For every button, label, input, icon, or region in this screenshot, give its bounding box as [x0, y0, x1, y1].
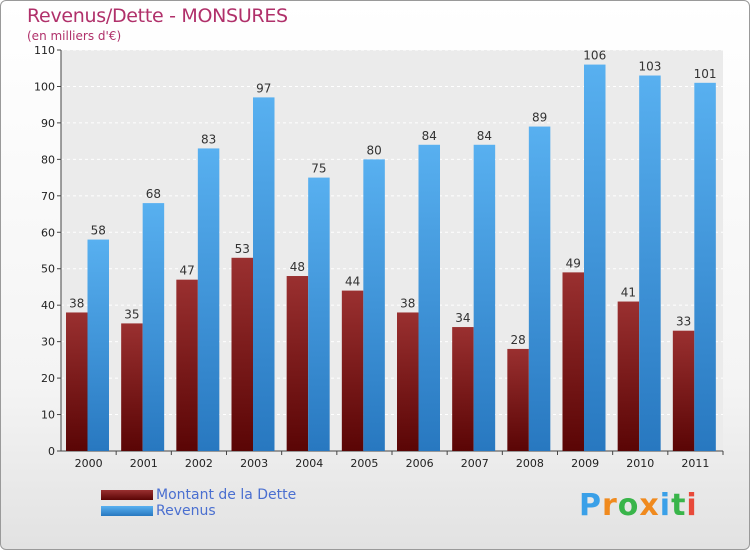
bar-revenus — [584, 64, 606, 451]
bar-revenus — [87, 239, 109, 451]
bar-dette — [231, 257, 253, 451]
data-label: 84 — [422, 129, 437, 143]
y-tick-label: 0 — [48, 445, 55, 458]
data-label: 47 — [179, 264, 194, 278]
y-tick-label: 90 — [41, 117, 55, 130]
y-tick-label: 40 — [41, 299, 55, 312]
bar-dette — [452, 327, 474, 451]
logo-letter: i — [659, 488, 672, 523]
bar-dette — [617, 301, 640, 451]
bar-revenus — [308, 177, 330, 451]
bar-revenus — [694, 82, 716, 452]
x-tick-label: 2003 — [240, 457, 268, 470]
bar-revenus — [418, 144, 440, 452]
y-tick-label: 80 — [41, 153, 55, 166]
data-label: 34 — [455, 311, 470, 325]
y-tick-label: 100 — [34, 80, 55, 93]
logo-letter: r — [602, 488, 618, 523]
data-label: 38 — [400, 296, 415, 310]
data-label: 48 — [290, 260, 305, 274]
chart-subtitle: (en milliers d'€) — [27, 29, 122, 43]
data-label: 49 — [566, 256, 581, 270]
data-label: 33 — [676, 315, 691, 329]
bar-dette — [507, 348, 529, 451]
x-tick-label: 2002 — [185, 457, 213, 470]
y-tick-label: 50 — [41, 263, 55, 276]
y-tick-label: 110 — [34, 44, 55, 57]
y-tick-label: 30 — [41, 336, 55, 349]
y-tick-label: 70 — [41, 190, 55, 203]
plot-area — [61, 50, 723, 451]
logo-letter: x — [639, 488, 660, 523]
data-label: 44 — [345, 275, 360, 289]
legend-label-dette: Montant de la Dette — [156, 487, 297, 503]
x-tick-label: 2009 — [571, 457, 599, 470]
data-label: 41 — [621, 286, 636, 300]
x-tick-label: 2006 — [406, 457, 434, 470]
bar-revenus — [142, 203, 165, 451]
data-label: 28 — [510, 333, 525, 347]
legend-swatch-dette — [101, 490, 153, 500]
bar-dette — [341, 290, 364, 451]
x-tick-label: 2001 — [130, 457, 158, 470]
bar-revenus — [639, 75, 661, 451]
data-label: 84 — [477, 129, 492, 143]
data-label: 106 — [583, 49, 606, 63]
bar-revenus — [253, 97, 275, 452]
bar-dette — [562, 272, 584, 451]
logo-letter: i — [686, 488, 698, 523]
bar-revenus — [197, 148, 220, 451]
data-label: 101 — [694, 67, 717, 81]
data-label: 68 — [146, 187, 161, 201]
legend-swatch-revenus — [101, 506, 153, 516]
y-tick-label: 20 — [41, 372, 55, 385]
x-tick-label: 2007 — [461, 457, 489, 470]
data-label: 75 — [311, 162, 326, 176]
logo-letter: P — [579, 488, 602, 523]
data-label: 35 — [124, 307, 139, 321]
data-label: 38 — [69, 296, 84, 310]
bar-dette — [672, 330, 695, 451]
y-tick-label: 10 — [41, 409, 55, 422]
data-label: 80 — [366, 143, 381, 157]
data-label: 53 — [235, 242, 250, 256]
bar-revenus — [528, 126, 551, 452]
data-label: 97 — [256, 81, 271, 95]
x-tick-label: 2010 — [626, 457, 654, 470]
x-tick-label: 2008 — [516, 457, 544, 470]
bar-revenus — [473, 144, 496, 452]
bar-revenus — [363, 159, 385, 451]
logo-letter: t — [671, 488, 687, 523]
legend-label-revenus: Revenus — [156, 503, 216, 519]
bar-dette — [176, 279, 198, 451]
x-tick-label: 2011 — [681, 457, 709, 470]
y-tick-label: 60 — [41, 226, 55, 239]
x-tick-label: 2005 — [350, 457, 378, 470]
bar-dette — [286, 276, 309, 451]
logo-letter: o — [617, 488, 640, 523]
x-tick-label: 2004 — [295, 457, 323, 470]
data-label: 89 — [532, 111, 547, 125]
data-label: 83 — [201, 132, 216, 146]
x-tick-label: 2000 — [75, 457, 103, 470]
bar-dette — [397, 312, 419, 451]
data-label: 58 — [91, 224, 106, 238]
bar-dette — [66, 312, 88, 451]
bar-dette — [121, 323, 143, 451]
data-label: 103 — [638, 60, 661, 74]
chart-title: Revenus/Dette - MONSURES — [27, 5, 288, 27]
proxiti-logo: Proxiti — [579, 488, 698, 523]
